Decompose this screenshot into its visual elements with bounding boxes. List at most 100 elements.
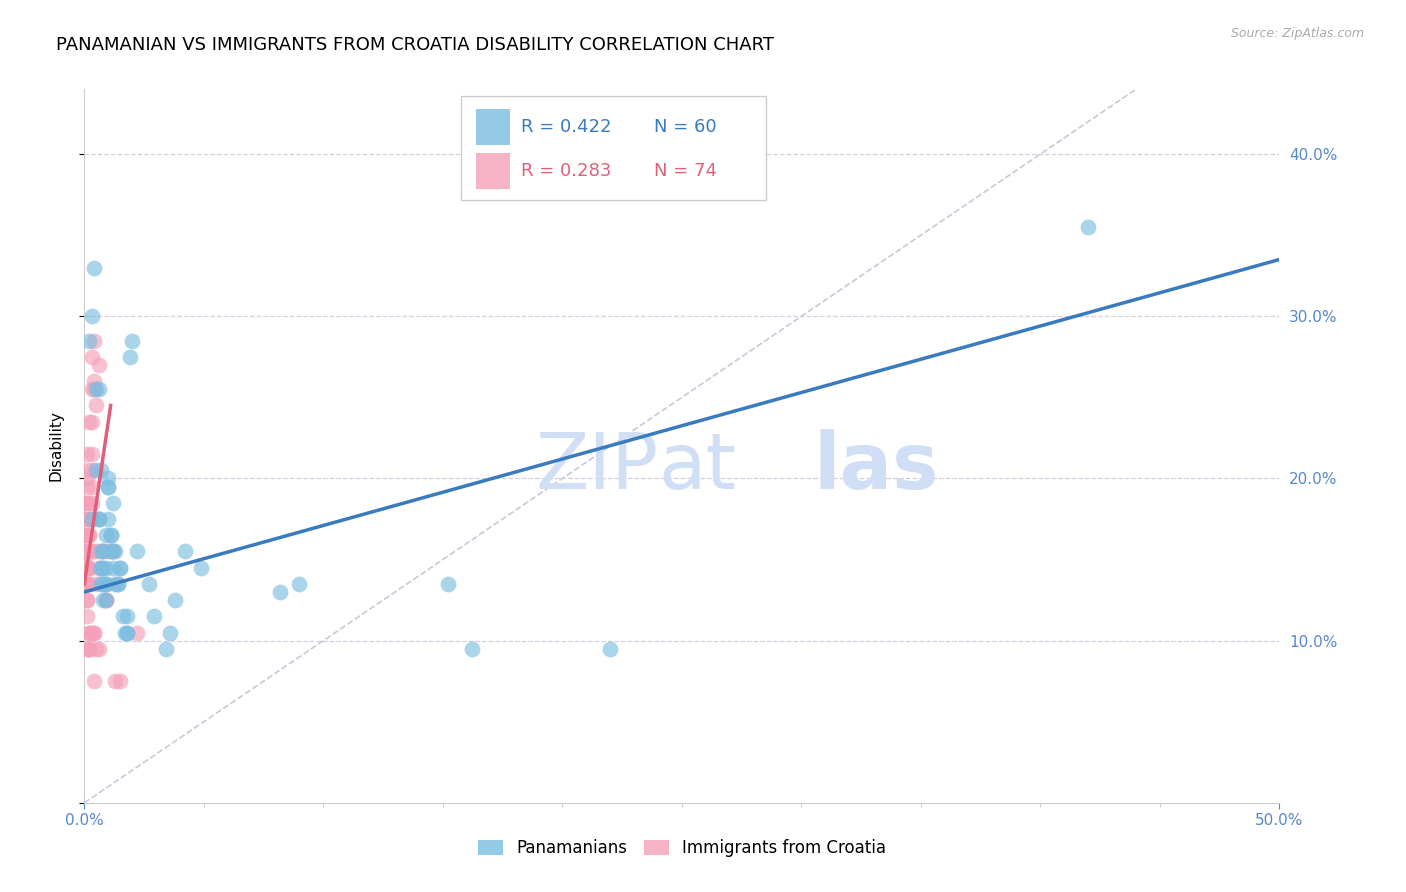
Point: [83, 625, 105, 640]
Point: [94, 528, 117, 542]
Point: [159, 625, 181, 640]
Point: [436, 577, 458, 591]
Point: [76, 463, 98, 477]
Text: las: las: [814, 429, 939, 506]
Point: [97, 471, 120, 485]
Point: [80, 382, 103, 396]
Point: [83, 382, 105, 396]
Legend: Panamanians, Immigrants from Croatia: Panamanians, Immigrants from Croatia: [470, 831, 894, 866]
Point: [86, 641, 108, 656]
Point: [121, 334, 143, 348]
Text: R = 0.283: R = 0.283: [520, 162, 612, 180]
Point: [94, 593, 117, 607]
Point: [77, 625, 100, 640]
Point: [107, 577, 129, 591]
Point: [73, 544, 96, 558]
Point: [460, 641, 482, 656]
Point: [97, 544, 120, 558]
Point: [76, 479, 98, 493]
Point: [100, 528, 122, 542]
Point: [80, 625, 103, 640]
Point: [117, 625, 139, 640]
Point: [76, 593, 98, 607]
Point: [80, 310, 103, 324]
Point: [73, 544, 96, 558]
Point: [269, 585, 291, 599]
Point: [80, 447, 103, 461]
Point: [77, 560, 100, 574]
Point: [288, 577, 311, 591]
Point: [77, 334, 100, 348]
Point: [125, 625, 148, 640]
Point: [76, 528, 98, 542]
Point: [77, 415, 100, 429]
Point: [76, 560, 98, 574]
Point: [97, 479, 120, 493]
Point: [86, 577, 108, 591]
Point: [76, 609, 98, 624]
Point: [77, 544, 100, 558]
Point: [87, 512, 110, 526]
Point: [101, 544, 124, 558]
Point: [117, 625, 139, 640]
Point: [77, 577, 100, 591]
Point: [77, 560, 100, 574]
Point: [94, 577, 117, 591]
Point: [138, 577, 160, 591]
Point: [80, 544, 103, 558]
Point: [97, 512, 120, 526]
Point: [83, 625, 105, 640]
Point: [86, 544, 108, 558]
Point: [83, 374, 105, 388]
Point: [80, 479, 103, 493]
Point: [73, 512, 96, 526]
Point: [73, 528, 96, 542]
Point: [111, 609, 134, 624]
Point: [80, 350, 103, 364]
Point: [77, 528, 100, 542]
Point: [87, 512, 110, 526]
Text: ZIP: ZIP: [536, 429, 658, 506]
Point: [190, 560, 212, 574]
Text: N = 60: N = 60: [654, 118, 717, 136]
Point: [77, 625, 100, 640]
Y-axis label: Disability: Disability: [49, 410, 63, 482]
Point: [73, 552, 96, 566]
Point: [87, 382, 110, 396]
Point: [80, 415, 103, 429]
Point: [93, 544, 115, 558]
Point: [76, 512, 98, 526]
Point: [76, 641, 98, 656]
Point: [142, 609, 165, 624]
Point: [77, 544, 100, 558]
Point: [90, 560, 112, 574]
Point: [73, 496, 96, 510]
Point: [87, 560, 110, 574]
Point: [1077, 220, 1099, 235]
Point: [83, 334, 105, 348]
Point: [76, 577, 98, 591]
Point: [80, 496, 103, 510]
Point: [104, 544, 127, 558]
Point: [77, 641, 100, 656]
Point: [87, 512, 110, 526]
Point: [165, 593, 187, 607]
Point: [599, 641, 621, 656]
Point: [94, 593, 117, 607]
Point: [107, 577, 129, 591]
Point: [76, 593, 98, 607]
Point: [76, 471, 98, 485]
Point: [90, 544, 112, 558]
Point: [125, 544, 148, 558]
Point: [87, 641, 110, 656]
Point: [90, 560, 112, 574]
Point: [86, 463, 108, 477]
Point: [97, 479, 120, 493]
Point: [94, 577, 117, 591]
Point: [117, 609, 139, 624]
Point: [104, 674, 127, 689]
Point: [73, 560, 96, 574]
Point: [94, 560, 117, 574]
Text: N = 74: N = 74: [654, 162, 717, 180]
Point: [93, 544, 115, 558]
